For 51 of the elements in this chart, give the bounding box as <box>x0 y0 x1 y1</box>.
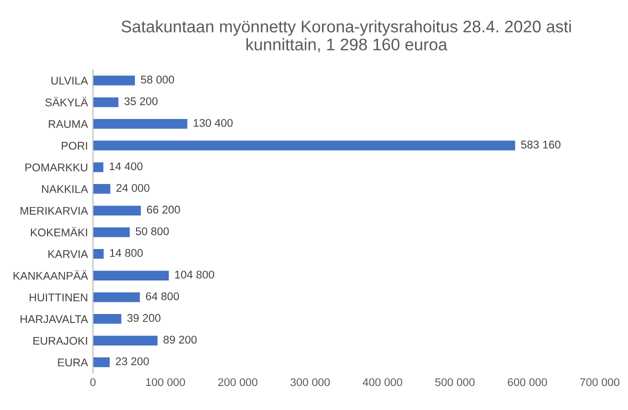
y-tick-label: SÄKYLÄ <box>45 96 88 106</box>
chart-title: Satakuntaan myönnetty Korona-yritysrahoitus 28.4. 2020 asti kunnittain, 1 298 160 euroa <box>122 20 571 52</box>
bar <box>92 97 118 108</box>
x-tick-label: 300 000 <box>290 378 330 386</box>
bar <box>92 140 516 150</box>
bar <box>92 314 122 324</box>
bar <box>92 336 158 346</box>
bar <box>92 357 110 368</box>
bar <box>92 184 110 194</box>
data-label: 14 800 <box>110 249 143 257</box>
x-tick-label: 500 000 <box>435 378 475 386</box>
data-label: 35 200 <box>124 97 158 106</box>
bar <box>92 249 104 259</box>
data-label: 14 400 <box>110 162 142 170</box>
data-label: 64 800 <box>146 292 179 300</box>
y-tick-label: NAKKILA <box>42 185 88 193</box>
y-tick-label: KARVIA <box>48 250 88 258</box>
data-label: 24 000 <box>116 184 150 192</box>
data-label: 50 800 <box>136 227 169 236</box>
y-tick-label: ULVILA <box>51 76 88 85</box>
y-tick-label: EURAJOKI <box>33 336 88 345</box>
y-tick-label: POMARKKU <box>25 163 88 172</box>
x-tick-label: 100 000 <box>146 378 185 386</box>
x-tick-label: 600 000 <box>508 378 547 386</box>
data-label: 104 800 <box>175 270 214 279</box>
y-tick-label: KANKAANPÄÄ <box>14 270 88 280</box>
y-tick-label: HARJAVALTA <box>20 315 88 324</box>
x-tick-label: 200 000 <box>218 378 258 386</box>
data-label: 583 160 <box>521 140 560 149</box>
data-label: 39 200 <box>127 314 160 322</box>
bar <box>92 292 140 302</box>
y-tick-label: RAUMA <box>48 120 88 128</box>
y-tick-label: HUITTINEN <box>30 294 88 302</box>
data-label: 66 200 <box>146 206 180 214</box>
data-label: 58 000 <box>140 76 174 84</box>
y-tick-label: EURA <box>58 358 88 366</box>
x-tick-label: 0 <box>90 378 96 386</box>
data-label: 130 400 <box>194 118 233 127</box>
data-label: 23 200 <box>116 357 149 366</box>
x-tick-label: 700 000 <box>580 378 620 386</box>
bar <box>92 162 104 172</box>
bar <box>92 119 188 129</box>
y-tick-label: MERIKARVIA <box>20 206 88 215</box>
bar <box>92 227 130 238</box>
bar <box>92 206 141 216</box>
y-tick-label: PORI <box>62 142 88 150</box>
y-tick-label: KOKEMÄKI <box>30 226 88 236</box>
bar <box>92 270 169 280</box>
x-tick-label: 400 000 <box>362 378 402 386</box>
data-label: 89 200 <box>164 336 197 344</box>
bar <box>92 76 135 86</box>
